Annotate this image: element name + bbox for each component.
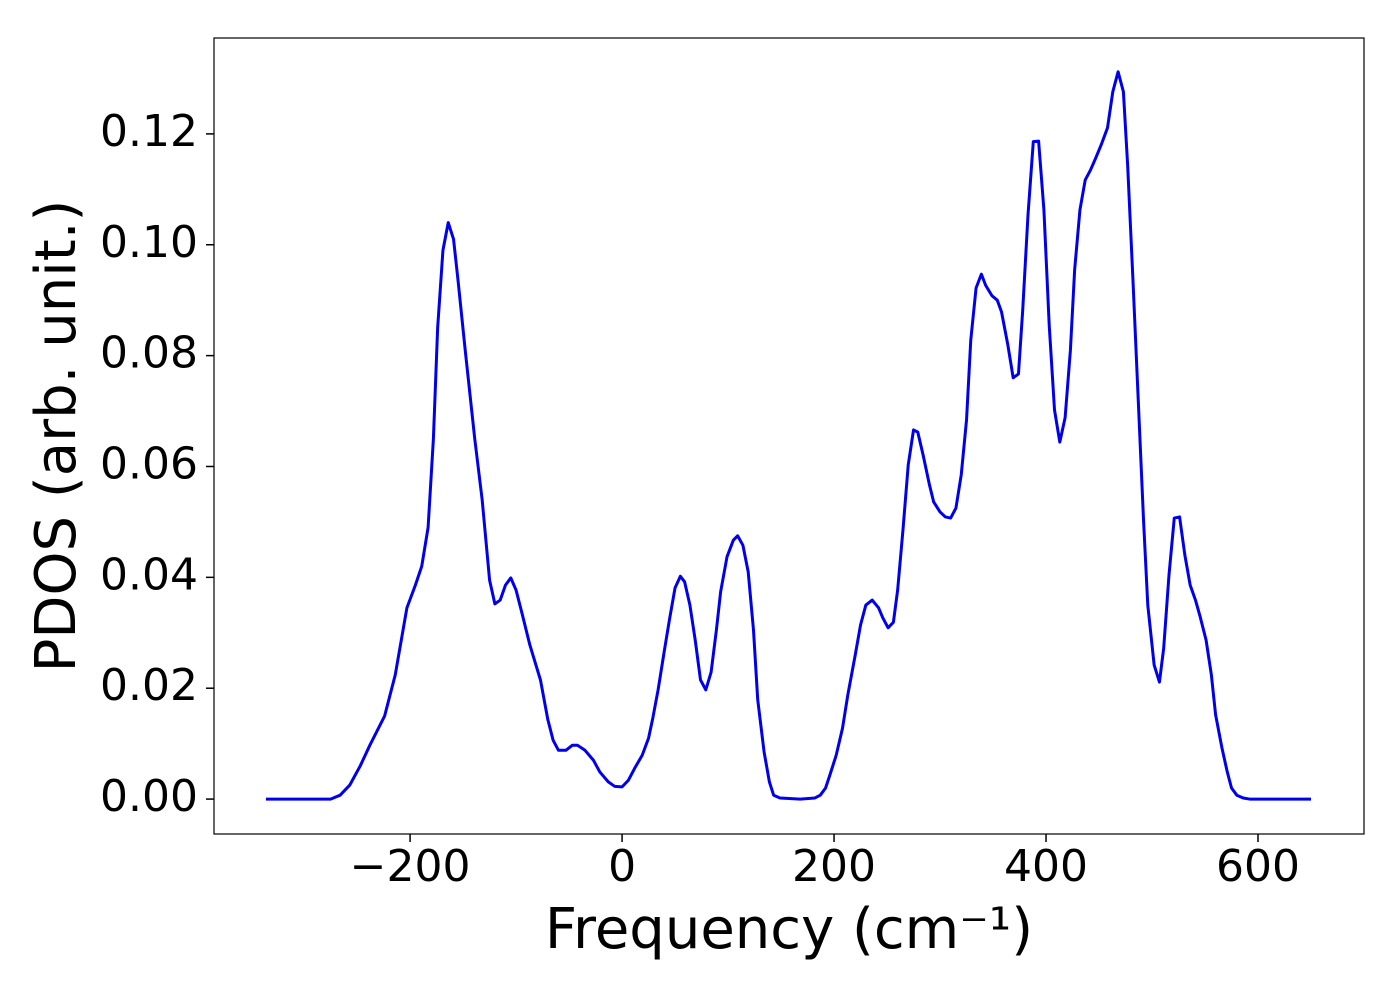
y-axis-label: PDOS (arb. unit.) (24, 200, 89, 673)
x-tick-label: 0 (608, 841, 636, 892)
x-tick-label: 200 (792, 841, 876, 892)
plot-frame (213, 37, 1365, 835)
y-tick-label: 0.08 (100, 328, 198, 379)
y-tick-label: 0.06 (100, 438, 198, 489)
y-tick-label: 0.12 (100, 106, 198, 157)
y-tick-label: 0.10 (100, 217, 198, 268)
y-tick-label: 0.02 (100, 660, 198, 711)
x-tick-label: 400 (1004, 841, 1088, 892)
x-tick-label: 600 (1216, 841, 1300, 892)
x-axis-label: Frequency (cm⁻¹) (545, 897, 1033, 962)
data-line (265, 70, 1311, 801)
y-tick-label: 0.04 (100, 549, 198, 600)
x-tick-label: −200 (350, 841, 471, 892)
y-tick-label: 0.00 (100, 771, 198, 822)
